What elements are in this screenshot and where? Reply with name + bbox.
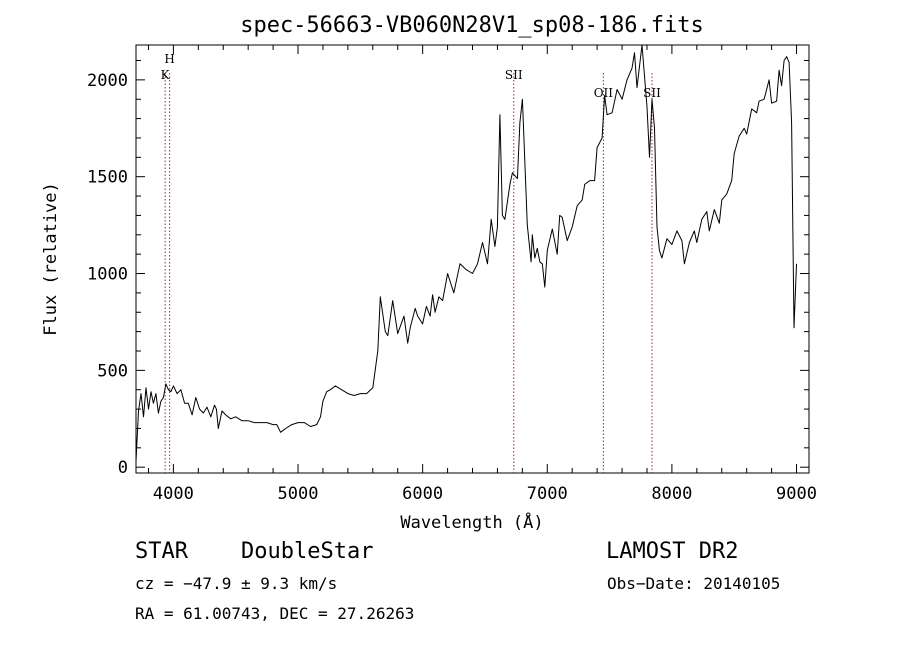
spectral-line-label: H xyxy=(164,52,174,66)
y-axis-label: Flux (relative) xyxy=(41,182,61,336)
object-subclass: DoubleStar xyxy=(241,539,373,564)
x-tick-label: 5000 xyxy=(278,484,319,504)
plot-frame xyxy=(135,44,810,474)
spectral-line-label: SII xyxy=(505,68,523,82)
survey-name: LAMOST DR2 xyxy=(606,539,738,564)
spectral-line-label: SII xyxy=(643,86,661,100)
x-tick-label: 9000 xyxy=(776,484,817,504)
y-tick-label: 2000 xyxy=(87,71,128,91)
spectral-line-label: K xyxy=(161,68,171,82)
y-tick-label: 1000 xyxy=(87,265,128,285)
x-tick-label: 8000 xyxy=(651,484,692,504)
redshift-cz: cz = −47.9 ± 9.3 km/s xyxy=(135,574,337,593)
ra-dec-coordinates: RA = 61.00743, DEC = 27.26263 xyxy=(135,604,414,623)
chart-title: spec-56663-VB060N28V1_sp08-186.fits xyxy=(240,13,704,38)
y-tick-label: 500 xyxy=(97,361,128,381)
x-axis-label: Wavelength (Å) xyxy=(400,511,543,533)
object-class: STAR xyxy=(135,539,189,564)
x-tick-label: 4000 xyxy=(153,484,194,504)
spectral-line-markers: HK SII OII SII xyxy=(161,52,661,473)
y-tick-label: 1500 xyxy=(87,168,128,188)
y-tick-label: 0 xyxy=(118,458,128,478)
spectral-line-label: OII xyxy=(594,86,614,100)
x-tick-label: 7000 xyxy=(527,484,568,504)
x-axis: 4000 5000 6000 7000 8000 9000 xyxy=(147,45,817,504)
spectrum-line xyxy=(135,44,797,462)
y-axis: 0 500 1000 1500 2000 xyxy=(87,59,809,478)
observation-date: Obs−Date: 20140105 xyxy=(607,574,780,593)
spectrum-series xyxy=(135,44,797,462)
x-tick-label: 6000 xyxy=(402,484,443,504)
